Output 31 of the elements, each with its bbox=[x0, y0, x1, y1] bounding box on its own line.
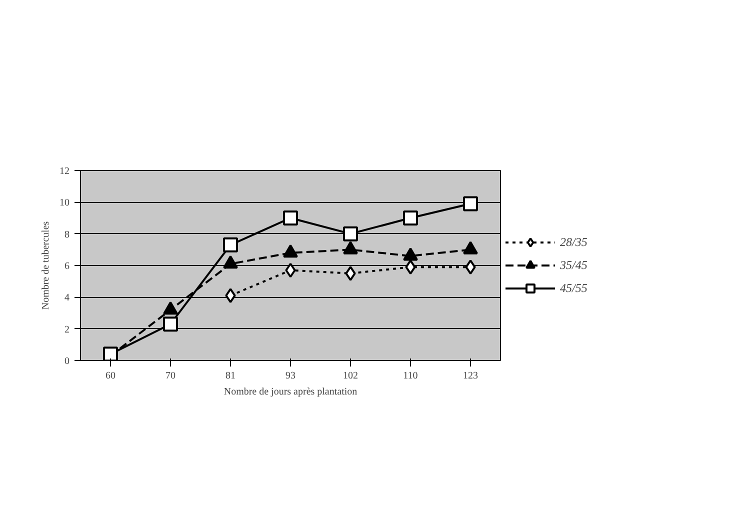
point bbox=[343, 226, 358, 242]
y-tick-label: 10 bbox=[60, 198, 70, 209]
point bbox=[465, 260, 476, 275]
point bbox=[403, 210, 418, 226]
point bbox=[225, 288, 236, 304]
x-tick-label: 110 bbox=[403, 370, 418, 382]
x-axis-title: Nombre de jours après plantation bbox=[224, 386, 358, 398]
x-tick-label: 93 bbox=[286, 370, 296, 382]
y-tick-label: 4 bbox=[64, 292, 70, 304]
x-tick-label: 60 bbox=[106, 370, 116, 382]
y-axis-title: Nombre de tubercules bbox=[40, 221, 52, 310]
y-tick-label: 6 bbox=[64, 261, 70, 272]
y-tick-label: 8 bbox=[64, 229, 70, 240]
x-tick-label: 81 bbox=[226, 370, 236, 382]
x-tick-label: 70 bbox=[166, 370, 176, 382]
y-tick-label: 2 bbox=[64, 324, 70, 336]
legend-label: 45/55 bbox=[560, 280, 588, 296]
point bbox=[345, 266, 356, 281]
y-tick-label: 12 bbox=[60, 166, 70, 177]
point bbox=[163, 301, 178, 315]
point bbox=[283, 210, 298, 226]
point bbox=[163, 316, 178, 332]
point bbox=[463, 196, 478, 212]
legend-label: 35/45 bbox=[560, 258, 588, 272]
point bbox=[285, 262, 296, 278]
y-tick-label: 0 bbox=[64, 356, 70, 367]
x-tick-label: 123 bbox=[463, 370, 478, 382]
point bbox=[405, 260, 416, 275]
point bbox=[223, 237, 238, 252]
legend-label: 28/35 bbox=[560, 234, 588, 250]
x-tick-label: 102 bbox=[343, 370, 358, 382]
